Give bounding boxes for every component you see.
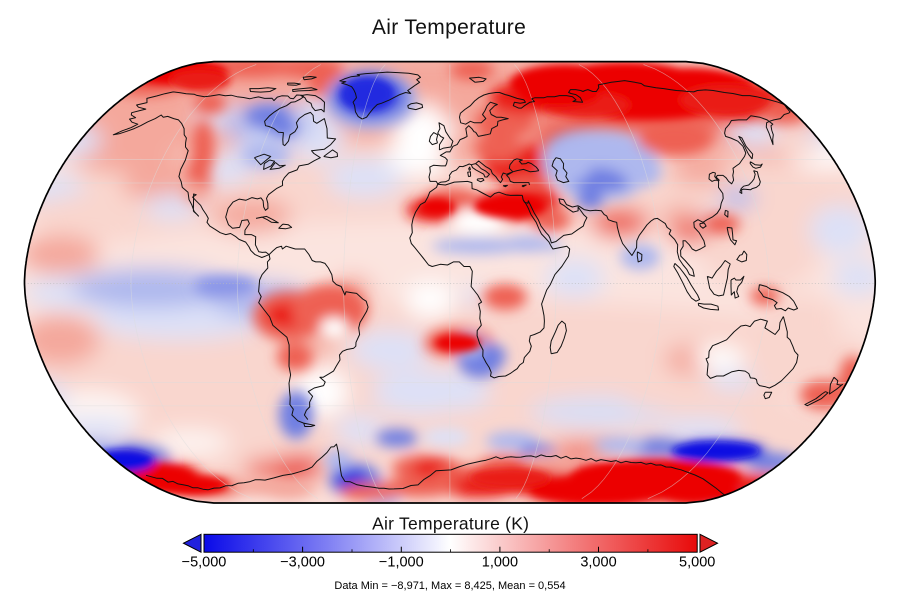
svg-text:−1,000: −1,000 xyxy=(379,555,424,571)
svg-text:Air Temperature: Air Temperature xyxy=(372,16,526,39)
svg-text:1,000: 1,000 xyxy=(482,555,518,571)
svg-text:Data Min = −8,971, Max = 8,425: Data Min = −8,971, Max = 8,425, Mean = 0… xyxy=(334,580,565,592)
svg-text:−3,000: −3,000 xyxy=(280,555,325,571)
svg-text:Air Temperature (K): Air Temperature (K) xyxy=(372,514,529,534)
svg-text:3,000: 3,000 xyxy=(580,555,616,571)
svg-text:−5,000: −5,000 xyxy=(182,555,227,571)
svg-text:5,000: 5,000 xyxy=(679,555,715,571)
